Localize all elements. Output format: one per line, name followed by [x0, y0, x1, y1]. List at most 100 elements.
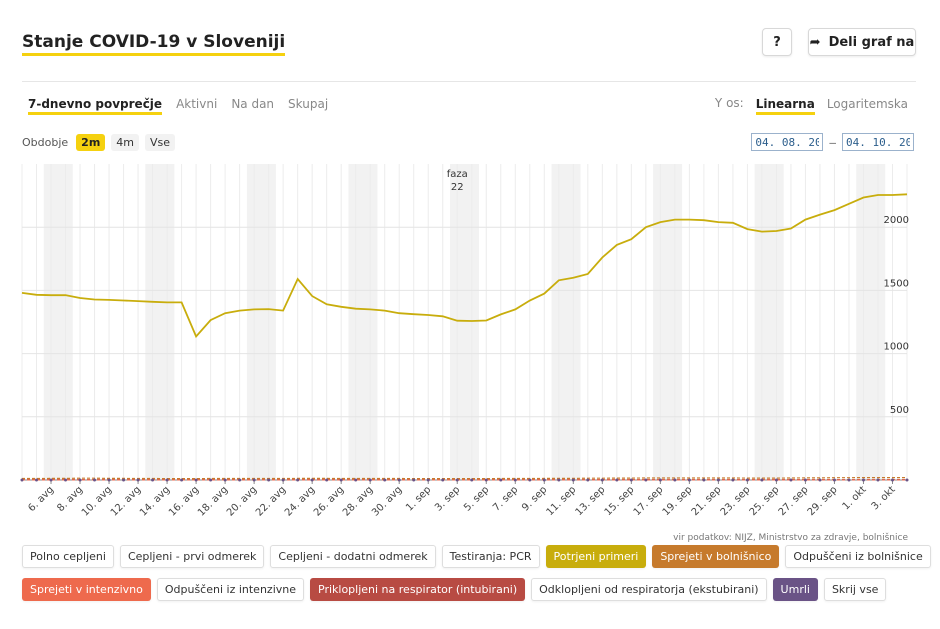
baseline-point [803, 478, 807, 482]
baseline-point [774, 478, 778, 482]
share-button[interactable]: ➦ Deli graf na [808, 28, 916, 56]
x-tick-label: 14. avg [138, 484, 172, 518]
series-toggle-cepljeni-dodatni-odmerek[interactable]: Cepljeni - dodatni odmerek [270, 545, 436, 568]
tab-per-day[interactable]: Na dan [231, 97, 275, 111]
x-tick-label: 6. avg [26, 484, 56, 514]
series-toggle-potrjeni-primeri[interactable]: Potrjeni primeri [545, 545, 647, 568]
x-tick-label: 20. avg [225, 484, 259, 518]
baseline-point [716, 478, 720, 482]
x-tick-label: 7. sep [491, 484, 520, 513]
baseline-point [49, 478, 53, 482]
baseline-point [368, 478, 372, 482]
baseline-point [528, 478, 532, 482]
baseline-point [339, 478, 343, 482]
y-tick-label: 1000 [884, 342, 909, 353]
x-tick-label: 3. sep [433, 484, 462, 513]
baseline-point [673, 478, 677, 482]
series-toggle-odpusceni-iz-bolnisnice[interactable]: Odpuščeni iz bolnišnice [785, 545, 931, 568]
tab-7day-average[interactable]: 7-dnevno povprečje [28, 96, 163, 115]
baseline-point [310, 478, 314, 482]
baseline-point [296, 478, 300, 482]
weekend-band [653, 164, 683, 480]
series-toggle-odpusceni-iz-intenzivne[interactable]: Odpuščeni iz intenzivne [156, 578, 304, 601]
baseline-point [629, 478, 633, 482]
weekend-band [754, 164, 784, 480]
date-to-input[interactable] [842, 133, 914, 151]
series-toggle-cepljeni-prvi-odmerek[interactable]: Cepljeni - prvi odmerek [119, 545, 265, 568]
share-label: Deli graf na [828, 34, 915, 50]
baseline-point [847, 478, 851, 482]
series-toggle-odklopljeni-od-respiratorja-ekstubirani[interactable]: Odklopljeni od respiratorja (ekstubirani… [531, 578, 767, 601]
x-tick-label: 21. sep [690, 484, 724, 518]
baseline-point [557, 478, 561, 482]
x-tick-label: 1. sep [404, 484, 433, 513]
scale-linear[interactable]: Linearna [755, 96, 815, 115]
weekend-band [856, 164, 886, 480]
baseline-point [165, 478, 169, 482]
baseline-point [252, 478, 256, 482]
baseline-point [470, 478, 474, 482]
baseline-point [615, 478, 619, 482]
x-tick-label: 29. sep [806, 484, 840, 518]
baseline-point [789, 478, 793, 482]
header-divider [22, 81, 916, 82]
x-tick-label: 19. sep [661, 484, 695, 518]
date-range: – [751, 133, 914, 151]
series-toggle-umrli[interactable]: Umrli [772, 578, 818, 601]
scale-log[interactable]: Logaritemska [826, 97, 908, 111]
baseline-point [890, 478, 894, 482]
series-toggle-polno-cepljeni[interactable]: Polno cepljeni [22, 545, 114, 568]
date-from-input[interactable] [751, 133, 824, 151]
period-all-button[interactable]: Vse [145, 134, 176, 151]
tab-total[interactable]: Skupaj [288, 97, 329, 111]
x-tick-label: 13. sep [574, 484, 608, 518]
x-tick-label: 23. sep [719, 484, 753, 518]
baseline-point [64, 478, 68, 482]
baseline-point [194, 478, 198, 482]
baseline-point [818, 478, 822, 482]
period-selector: Obdobje 2m 4m Vse [22, 134, 176, 151]
series-toggle-sprejeti-v-intenzivno[interactable]: Sprejeti v intenzivno [22, 578, 151, 601]
x-tick-label: 5. sep [462, 484, 491, 513]
weekend-band [551, 164, 581, 480]
baseline-point [571, 478, 575, 482]
series-toggle-row-1: Polno cepljeni Cepljeni - prvi odmerek Cep… [22, 545, 931, 568]
share-arrow-icon: ➦ [809, 34, 821, 50]
tab-active[interactable]: Aktivni [176, 97, 218, 111]
period-2m-button[interactable]: 2m [76, 134, 106, 151]
x-tick-label: 17. sep [632, 484, 666, 518]
series-toggle-sprejeti-v-bolnisnico[interactable]: Sprejeti v bolnišnico [652, 545, 780, 568]
help-label: ? [773, 34, 781, 50]
baseline-point [542, 478, 546, 482]
x-tick-label: 12. avg [109, 484, 143, 518]
baseline-point [600, 478, 604, 482]
baseline-point [383, 478, 387, 482]
baseline-point [702, 478, 706, 482]
baseline-point [484, 478, 488, 482]
baseline-point [905, 478, 909, 482]
series-line-sprejeti-v-bolnisnico [22, 477, 907, 480]
baseline-point [397, 478, 401, 482]
baseline-point [455, 478, 459, 482]
view-tabs: 7-dnevno povprečje Aktivni Na dan Skupaj [28, 96, 328, 115]
page-title: Stanje COVID-19 v Sloveniji [22, 32, 286, 56]
x-tick-label: 28. avg [341, 484, 375, 518]
series-toggle-testiranja-pcr[interactable]: Testiranja: PCR [441, 545, 540, 568]
period-4m-button[interactable]: 4m [111, 134, 140, 151]
series-toggle-skrij-vse[interactable]: Skrij vse [823, 578, 887, 601]
help-button[interactable]: ? [762, 28, 792, 56]
series-toggle-priklopljeni-na-respirator-intubirani[interactable]: Priklopljeni na respirator (intubirani) [310, 578, 526, 601]
series-toggle-row-2: Sprejeti v intenzivno Odpuščeni iz intenz… [22, 578, 922, 601]
x-tick-label: 16. avg [167, 484, 201, 518]
baseline-point [832, 478, 836, 482]
x-tick-label: 1. okt [841, 484, 869, 512]
baseline-point [513, 478, 517, 482]
baseline-point [644, 478, 648, 482]
x-tick-label: 27. sep [777, 484, 811, 518]
baseline-point [586, 478, 590, 482]
baseline-point [760, 478, 764, 482]
baseline-point [325, 478, 329, 482]
baseline-point [499, 478, 503, 482]
baseline-point [441, 478, 445, 482]
